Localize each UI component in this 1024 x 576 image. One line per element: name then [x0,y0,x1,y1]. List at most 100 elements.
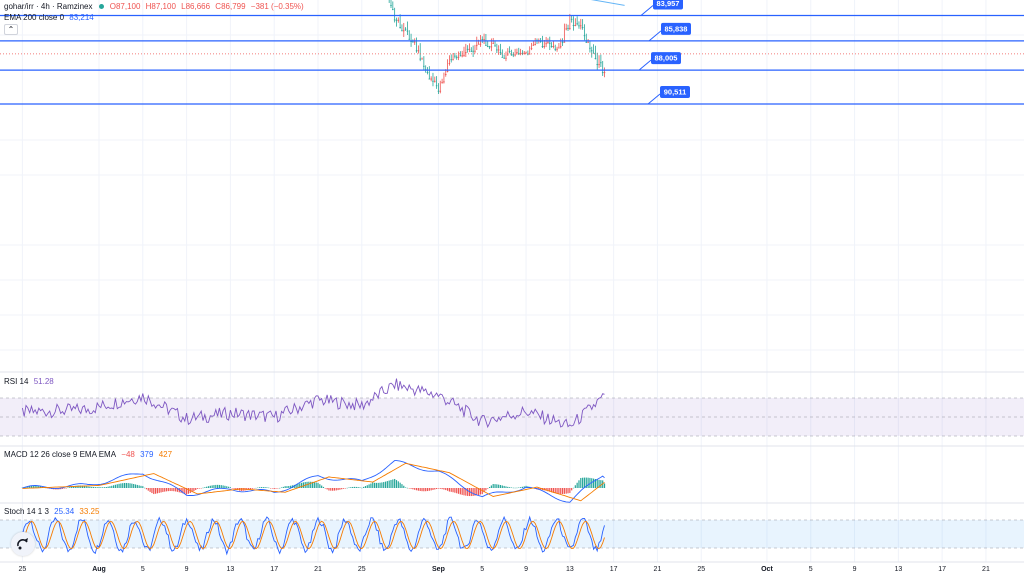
macd-histogram-bar [499,485,502,488]
macd-histogram-bar [151,488,153,494]
macd-histogram-bar [204,487,206,488]
level-label: 90,511 [664,88,687,97]
macd-histogram-bar [450,488,452,492]
rsi-legend[interactable]: RSI 14 51.28 [4,377,57,387]
candle-body [490,46,493,48]
macd-histogram-bar [501,485,503,488]
ema-legend[interactable]: EMA 200 close 0 83,214 [4,13,97,23]
macd-histogram-bar [220,485,222,488]
macd-histogram-bar [558,488,560,494]
time-axis-label: 9 [524,566,528,573]
tradingview-logo-icon[interactable] [11,532,35,556]
macd-legend-label: MACD 12 26 close 9 EMA EMA [4,450,117,459]
macd-histogram-bar [373,482,376,488]
candle-body [581,27,584,28]
macd-histogram-bar [417,488,419,491]
macd-histogram-bar [332,488,334,491]
macd-histogram-bar [105,486,107,488]
candle-body [395,19,398,21]
candle-body [512,54,515,56]
candle-body [492,43,494,44]
macd-histogram-bar [361,487,363,489]
macd-histogram-bar [457,488,460,494]
candle-body [472,50,474,52]
candle-body [419,58,421,60]
macd-histogram-bar [459,488,461,495]
macd-histogram-bar [111,485,113,488]
rsi-legend-value: 51.28 [33,377,54,386]
macd-histogram-bar [162,488,164,493]
candle-body [519,53,522,55]
candle-body [528,53,531,55]
candle-body [446,70,449,72]
symbol-title[interactable]: gohar/irr · 4h · Ramzinex [4,2,93,11]
macd-histogram-bar [509,487,511,488]
macd-histogram-bar [100,487,102,488]
macd-histogram-bar [563,488,565,494]
level-callout-pointer [638,59,652,71]
candle-body [494,45,496,47]
candle-body [514,54,516,56]
ohlc-high: H87,100 [145,2,176,11]
macd-histogram-bar [386,481,388,488]
macd-histogram-bar [512,487,514,489]
macd-histogram-bar [319,484,321,488]
macd-histogram-bar [171,488,173,492]
macd-histogram-bar [231,488,233,489]
macd-histogram-bar [366,485,368,488]
macd-histogram-bar [65,488,67,489]
candle-body [547,41,549,43]
macd-histogram-bar [133,484,135,488]
macd-histogram-bar [40,486,42,488]
candle-body [499,52,502,53]
macd-histogram-bar [200,488,202,489]
macd-histogram-bar [180,488,182,493]
stoch-legend[interactable]: Stoch 14 1 3 25.34 33.25 [4,507,102,517]
macd-histogram-bar [164,488,166,492]
candle-body [516,52,518,54]
candle-body [505,57,507,59]
chevron-up-icon: ⌃ [7,25,15,34]
candle-body [559,46,562,48]
macd-histogram-bar [76,485,78,488]
macd-histogram-bar [61,488,64,489]
candle-body [463,54,465,56]
macd-histogram-bar [187,488,190,494]
macd-legend[interactable]: MACD 12 26 close 9 EMA EMA −48 379 427 [4,450,175,460]
candle-body [437,90,440,92]
collapse-legend-button[interactable]: ⌃ [4,24,18,35]
time-axis-label: 5 [809,566,813,573]
candle-body [583,35,586,37]
stoch-band [0,520,1024,548]
candle-body [454,55,456,57]
time-axis-label: 21 [982,566,990,573]
macd-histogram-bar [399,482,401,488]
macd-histogram-bar [565,488,567,494]
macd-histogram-bar [280,487,283,488]
time-axis-label: 21 [654,566,662,573]
macd-histogram-bar [423,488,425,492]
time-axis-label: 13 [566,566,574,573]
macd-histogram-bar [191,488,193,493]
candle-body [563,41,566,43]
macd-histogram-bar [415,488,418,491]
macd-histogram-bar [213,485,215,488]
macd-histogram-bar [432,488,434,490]
candle-body [508,51,511,53]
macd-histogram-bar [337,488,339,491]
candle-body [603,72,606,74]
candle-body [443,81,445,83]
macd-histogram-bar [71,486,73,488]
macd-histogram-bar [467,488,469,496]
macd-histogram-bar [321,485,323,488]
macd-histogram-bar [240,488,242,491]
macd-histogram-bar [72,486,75,488]
macd-histogram-bar [401,484,403,488]
macd-histogram-bar [341,488,343,490]
candle-body [590,50,593,52]
macd-histogram-bar [29,485,31,488]
macd-histogram-bar [198,488,200,489]
candle-body [503,57,505,59]
macd-histogram-bar [335,488,337,491]
